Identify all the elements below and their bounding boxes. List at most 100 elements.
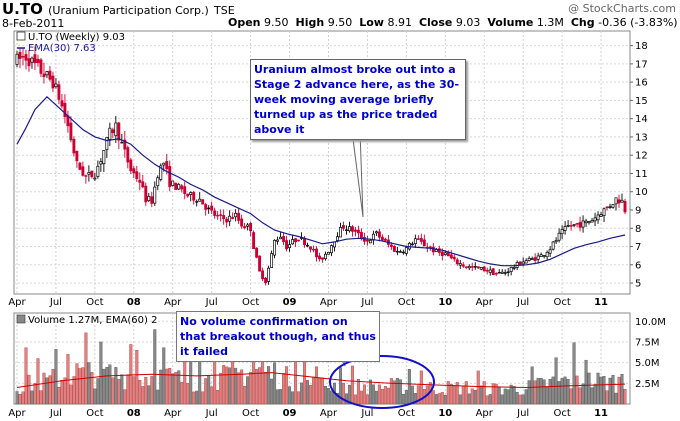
volume-bar [219, 372, 223, 405]
volume-bar [335, 392, 339, 405]
price-candle [111, 129, 115, 134]
price-candle [186, 193, 190, 197]
volume-bar [216, 390, 220, 405]
volume-x-tick-label: Jul [205, 408, 218, 419]
price-candle [512, 267, 516, 269]
price-candle [90, 170, 94, 178]
volume-bar [446, 381, 450, 405]
price-candle [368, 239, 372, 244]
volume-x-tick-label: Apr [476, 408, 494, 419]
price-candle [476, 266, 480, 269]
price-y-tick-label: 12 [635, 151, 648, 162]
price-candle [306, 244, 309, 247]
volume-bar [323, 385, 327, 405]
symbol-title: U.TO (Uranium Participation Corp.) TSE [2, 0, 235, 18]
volume-bar [201, 391, 205, 405]
volume-bar [464, 381, 468, 405]
volume-x-tick-label: Apr [320, 408, 338, 419]
volume-x-tick-label: 10 [438, 408, 452, 419]
price-candle [312, 248, 315, 251]
volume-x-tick-label: 08 [127, 408, 141, 419]
price-candle [404, 247, 408, 254]
volume-bar [111, 377, 115, 405]
price-candle [246, 224, 250, 227]
price-candle [318, 255, 321, 260]
price-candle [392, 245, 396, 252]
volume-bar [87, 362, 91, 405]
price-candle [126, 147, 130, 163]
volume-bar [144, 377, 148, 405]
price-candle [542, 255, 546, 257]
quote-bar: Open 9.50 High 9.50 Low 8.91 Close 9.03 … [228, 16, 680, 29]
price-candle [273, 240, 277, 256]
volume-x-tick-label: Apr [164, 408, 182, 419]
volume-bar [114, 367, 118, 405]
volume-bar [458, 394, 462, 405]
volume-bar [264, 372, 268, 405]
price-candle [479, 267, 483, 270]
price-candle [345, 229, 348, 231]
volume-bar [593, 384, 597, 405]
price-candle [566, 225, 570, 227]
volume-bar [443, 395, 447, 405]
volume-bar [362, 384, 366, 405]
stage2-annotation: Uranium almost broke out into a Stage 2 … [250, 59, 466, 140]
price-candle [485, 269, 489, 272]
volume-bar [267, 366, 271, 405]
price-x-tick-label: 11 [594, 297, 608, 308]
volume-x-tick-label: 11 [594, 408, 608, 419]
price-candle [572, 224, 576, 226]
price-candle [315, 248, 318, 258]
price-candle [491, 268, 495, 275]
price-candle [132, 168, 136, 174]
price-candle [24, 54, 28, 61]
volume-bar [452, 385, 456, 405]
volume-y-tick-label: 10.0M [635, 317, 666, 328]
price-candle [494, 272, 498, 275]
price-candle [416, 238, 420, 240]
price-candle [440, 251, 444, 257]
price-candle [401, 251, 405, 254]
price-candle [530, 258, 534, 260]
volume-x-tick-label: Oct [398, 408, 415, 419]
volume-bar [240, 369, 244, 405]
volume-bar [542, 379, 546, 405]
volume-bar [63, 377, 67, 405]
price-candle [321, 257, 324, 260]
price-candle [599, 214, 603, 217]
price-candle [99, 161, 103, 165]
price-candle [168, 166, 172, 188]
price-candle [282, 236, 286, 242]
price-candle [249, 223, 253, 232]
price-candle [159, 165, 163, 180]
volume-y-tick-label: 7.5M [635, 337, 660, 348]
volume-bar [548, 378, 552, 405]
volume-bar [57, 387, 61, 405]
volume-bar [15, 391, 19, 405]
price-candle [500, 271, 504, 274]
price-x-tick-label: Oct [553, 297, 570, 308]
price-candle [258, 255, 262, 272]
volume-bar [156, 389, 160, 405]
high-value: 9.50 [327, 16, 353, 29]
price-candle [147, 196, 151, 201]
price-candle [198, 198, 202, 202]
price-candle [548, 249, 552, 254]
price-legend-swatch [16, 31, 26, 41]
price-x-tick-label: Apr [476, 297, 494, 308]
price-candle [264, 277, 268, 284]
volume-bar [174, 372, 178, 405]
volume-bar [533, 380, 537, 405]
volume-bar [383, 386, 387, 405]
volume-bar [93, 388, 97, 405]
price-y-tick-label: 15 [635, 96, 648, 107]
volume-bar [614, 392, 618, 405]
volume-bar [165, 368, 169, 405]
price-candle [410, 243, 414, 246]
volume-bar [255, 369, 259, 405]
volume-bar [192, 391, 196, 405]
price-candle [138, 179, 142, 183]
price-candle [563, 226, 567, 231]
volume-bar [282, 373, 286, 405]
volume-bar [228, 367, 232, 405]
